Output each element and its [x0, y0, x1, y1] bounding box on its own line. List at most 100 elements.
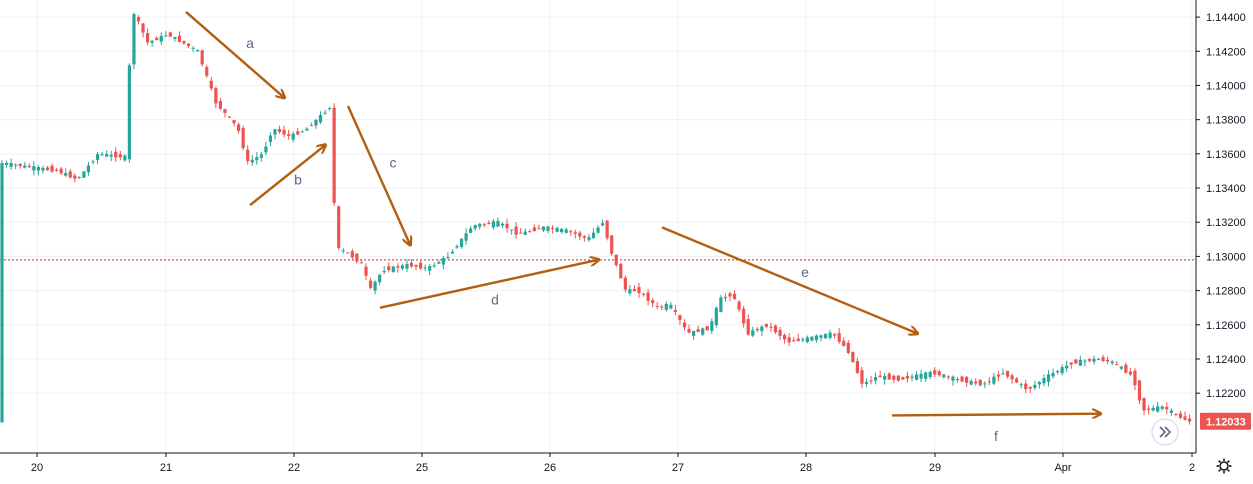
candle-down	[537, 228, 541, 230]
double-chevron-right-icon	[1159, 426, 1172, 438]
candle-up	[1046, 374, 1051, 382]
candle-down	[742, 308, 746, 324]
candle-down	[614, 254, 618, 266]
candle-up	[250, 159, 254, 163]
candle-up	[1042, 378, 1046, 384]
candle-down	[673, 309, 677, 312]
candle-down	[287, 134, 291, 137]
candle-down	[851, 351, 855, 363]
candle-down	[573, 232, 577, 234]
candle-down	[892, 375, 896, 380]
candle-up	[1110, 361, 1114, 364]
candle-down	[987, 381, 991, 383]
price-tick-label: 1.12800	[1206, 286, 1246, 298]
candle-down	[773, 325, 778, 333]
candle-down	[901, 377, 905, 380]
candle-down	[796, 338, 800, 341]
wave-annotations-layer: a b c d e f	[185, 11, 1100, 444]
candle-down	[218, 101, 222, 109]
candle-down	[1174, 413, 1178, 415]
gear-icon[interactable]	[1216, 458, 1232, 474]
candle-up	[405, 264, 409, 269]
candle-up	[264, 146, 268, 153]
candle-up	[459, 238, 464, 247]
wave-label-a: a	[246, 35, 254, 51]
candle-down	[937, 371, 941, 376]
candle-up	[928, 371, 932, 377]
time-tick-label: 21	[160, 462, 172, 474]
candle-up	[587, 237, 591, 240]
wave-arrow-c	[346, 105, 410, 244]
candle-up	[41, 167, 45, 171]
candle-down	[1101, 357, 1105, 362]
candle-up	[924, 372, 928, 379]
candle-down	[141, 23, 145, 33]
time-tick-label: 2	[1189, 462, 1195, 474]
candle-down	[282, 129, 286, 135]
candle-up	[437, 262, 441, 264]
candle-up	[1051, 372, 1055, 377]
candle-down	[227, 116, 232, 118]
candle-down	[296, 131, 300, 135]
candle-up	[710, 321, 714, 331]
candle-down	[974, 381, 978, 384]
candle-down	[73, 175, 77, 179]
candle-up	[883, 376, 887, 380]
candle-down	[68, 171, 72, 178]
candle-up	[1083, 360, 1087, 362]
candle-down	[769, 326, 773, 328]
candle-up	[314, 119, 318, 126]
candle-up	[373, 281, 377, 291]
candle-down	[409, 262, 414, 267]
candle-up	[992, 376, 996, 384]
candle-down	[905, 375, 910, 379]
candle-down	[77, 177, 81, 179]
candle-up	[450, 251, 455, 254]
candle-up	[1037, 381, 1041, 385]
candle-up	[123, 155, 127, 161]
candle-up	[164, 35, 168, 37]
candle-up	[491, 221, 495, 228]
candle-down	[732, 293, 737, 300]
candle-down	[232, 120, 236, 124]
candle-up	[391, 266, 395, 273]
candle-down	[696, 329, 700, 333]
candle-down	[1178, 413, 1183, 418]
candle-down	[332, 107, 336, 203]
wave-label-b: b	[294, 172, 302, 188]
candle-down	[755, 328, 759, 331]
candle-down	[482, 224, 486, 226]
candle-up	[510, 229, 514, 231]
candle-up	[291, 133, 295, 140]
candle-up	[714, 307, 718, 326]
candle-up	[1092, 358, 1096, 362]
candle-up	[1096, 359, 1101, 361]
axes-layer: 1.14400 1.14200 1.14000 1.13800 1.13600 1.134…	[0, 0, 1251, 474]
candle-down	[1106, 359, 1110, 362]
candle-down	[532, 227, 536, 232]
candle-down	[205, 67, 209, 76]
candle-up	[341, 250, 345, 252]
candle-down	[569, 231, 573, 233]
candle-up	[473, 225, 477, 229]
candle-down	[209, 80, 213, 89]
gear-icon-tooth	[1218, 460, 1222, 464]
candle-up	[446, 256, 450, 258]
candle-down	[1028, 386, 1032, 389]
candle-up	[191, 47, 195, 49]
candle-down	[933, 370, 937, 375]
candle-up	[1001, 373, 1005, 375]
wave-arrow-b	[249, 145, 325, 207]
candle-down	[846, 342, 850, 354]
candle-up	[864, 382, 869, 384]
candle-up	[914, 374, 919, 380]
candle-up	[91, 161, 95, 163]
candle-up	[564, 229, 568, 233]
candle-down	[200, 50, 204, 65]
candle-up	[591, 232, 596, 239]
candle-down	[368, 280, 373, 288]
scroll-to-realtime-button[interactable]	[1151, 418, 1179, 446]
candle-down	[746, 319, 750, 335]
